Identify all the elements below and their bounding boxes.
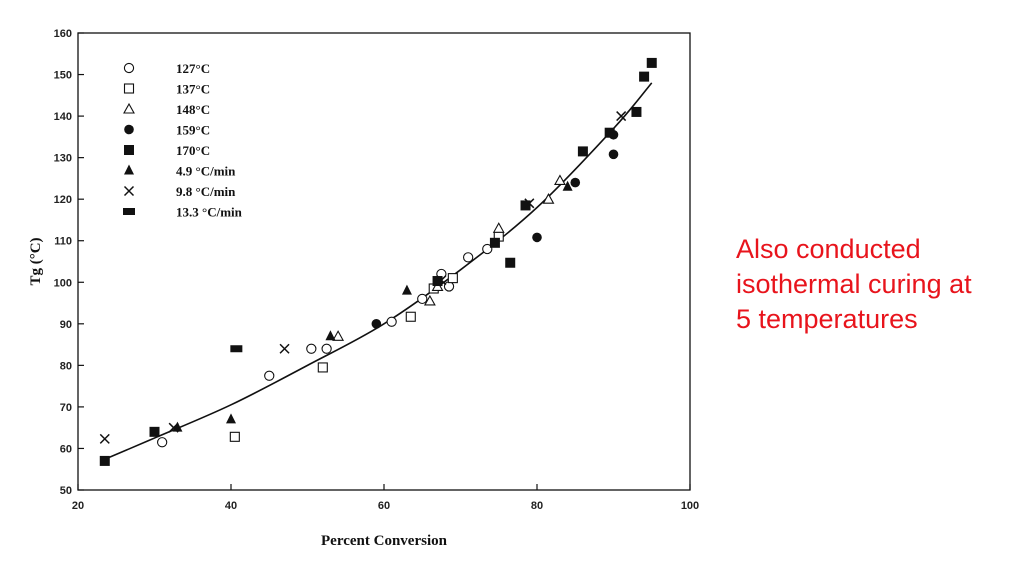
legend-marker-1 [123, 83, 135, 94]
annotation-line-1: Also conducted [736, 234, 921, 264]
x-tick-label-3: 80 [531, 500, 543, 512]
legend-marker-3 [124, 124, 134, 135]
point-0-2 [306, 343, 317, 354]
point-2-0 [332, 330, 345, 341]
legend-marker-4 [124, 145, 134, 155]
point-5-2 [401, 284, 412, 295]
legend-label-2: 148°C [176, 102, 210, 117]
point-7-0 [230, 345, 243, 353]
y-tick-label-7: 120 [54, 194, 72, 206]
point-2-5 [554, 174, 566, 186]
y-tick-label-0: 50 [60, 485, 72, 497]
point-0-0 [156, 437, 168, 448]
legend-marker-0 [123, 62, 135, 74]
x-tick-label-4: 100 [681, 500, 699, 512]
series-0 [156, 243, 493, 448]
y-tick-label-1: 60 [60, 443, 72, 455]
legend-label-1: 137°C [176, 82, 210, 97]
y-tick-label-11: 160 [54, 28, 72, 40]
point-6-2 [279, 343, 290, 354]
point-4-7 [604, 127, 615, 138]
point-4-1 [149, 426, 160, 437]
legend-label-0: 127°C [176, 61, 210, 76]
y-axis-title: Tg (°C) [28, 237, 44, 285]
y-tick-label-10: 150 [54, 70, 72, 82]
y-tick-label-4: 90 [60, 319, 72, 331]
series-2 [332, 174, 566, 341]
point-4-5 [520, 200, 531, 211]
point-0-3 [321, 343, 332, 354]
point-4-9 [639, 71, 650, 82]
y-tick-label-3: 80 [60, 360, 72, 372]
annotation-line-2: isothermal curing at [736, 269, 972, 299]
point-4-2 [432, 276, 443, 287]
legend-label-4: 170°C [176, 143, 210, 158]
axes: 20 40 60 80 100 50 60 70 80 90 100 110 120 130 140 150 1… [54, 28, 700, 512]
point-0-8 [462, 252, 474, 263]
legend-marker-6 [123, 185, 135, 197]
y-tick-label-6: 110 [54, 236, 72, 248]
point-4-3 [489, 237, 500, 248]
series-4 [99, 57, 657, 466]
legend-marker-2 [123, 102, 135, 114]
data-points [99, 57, 657, 466]
legend-label-3: 159°C [176, 123, 210, 138]
point-4-4 [505, 257, 516, 268]
point-4-10 [646, 57, 657, 68]
point-2-1 [423, 294, 436, 306]
point-1-1 [317, 362, 328, 373]
point-1-4 [447, 273, 458, 284]
series-7 [230, 345, 243, 353]
y-tick-label-5: 100 [54, 277, 72, 289]
x-axis-title: Percent Conversion [321, 533, 448, 549]
point-6-0 [99, 433, 110, 444]
point-0-7 [443, 281, 455, 292]
point-0-1 [264, 370, 275, 381]
point-5-1 [226, 413, 236, 424]
point-0-9 [482, 243, 493, 255]
point-3-1 [532, 232, 542, 243]
x-tick-label-0: 20 [72, 500, 84, 512]
point-6-3 [436, 275, 447, 286]
annotation-line-3: 5 temperatures [736, 304, 918, 334]
y-tick-label-9: 140 [54, 111, 72, 123]
series-1 [229, 231, 504, 442]
point-6-4 [524, 198, 535, 209]
point-0-5 [417, 293, 428, 305]
x-tick-label-1: 40 [225, 500, 237, 512]
point-3-2 [570, 177, 581, 188]
point-4-0 [99, 455, 110, 466]
series-6 [99, 111, 627, 444]
annotation-text: Also conducted isothermal curing at 5 te… [736, 232, 1016, 337]
point-6-5 [616, 111, 627, 122]
point-2-4 [542, 193, 555, 204]
y-tick-label-2: 70 [60, 402, 72, 414]
point-3-0 [371, 319, 382, 329]
fit-curve [100, 82, 653, 462]
point-4-8 [631, 106, 642, 117]
point-3-3 [608, 149, 619, 160]
point-1-2 [405, 311, 416, 322]
point-0-4 [386, 316, 397, 327]
legend-label-6: 9.8 °C/min [176, 184, 236, 199]
legend-label-7: 13.3 °C/min [176, 205, 243, 220]
point-2-3 [492, 222, 505, 233]
point-4-6 [577, 146, 588, 157]
plot-frame [77, 32, 691, 491]
point-5-3 [325, 330, 336, 341]
x-tick-label-2: 60 [378, 500, 390, 512]
legend-marker-5 [124, 164, 134, 175]
point-5-4 [562, 180, 573, 191]
point-1-0 [229, 431, 240, 442]
y-tick-label-8: 130 [54, 153, 72, 165]
legend-label-5: 4.9 °C/min [176, 164, 236, 179]
legend: 127°C 137°C 148°C 159°C 170°C 4.9 °C/min 9.8 °… [123, 61, 243, 220]
point-6-1 [168, 422, 179, 433]
legend-marker-7 [123, 208, 135, 215]
